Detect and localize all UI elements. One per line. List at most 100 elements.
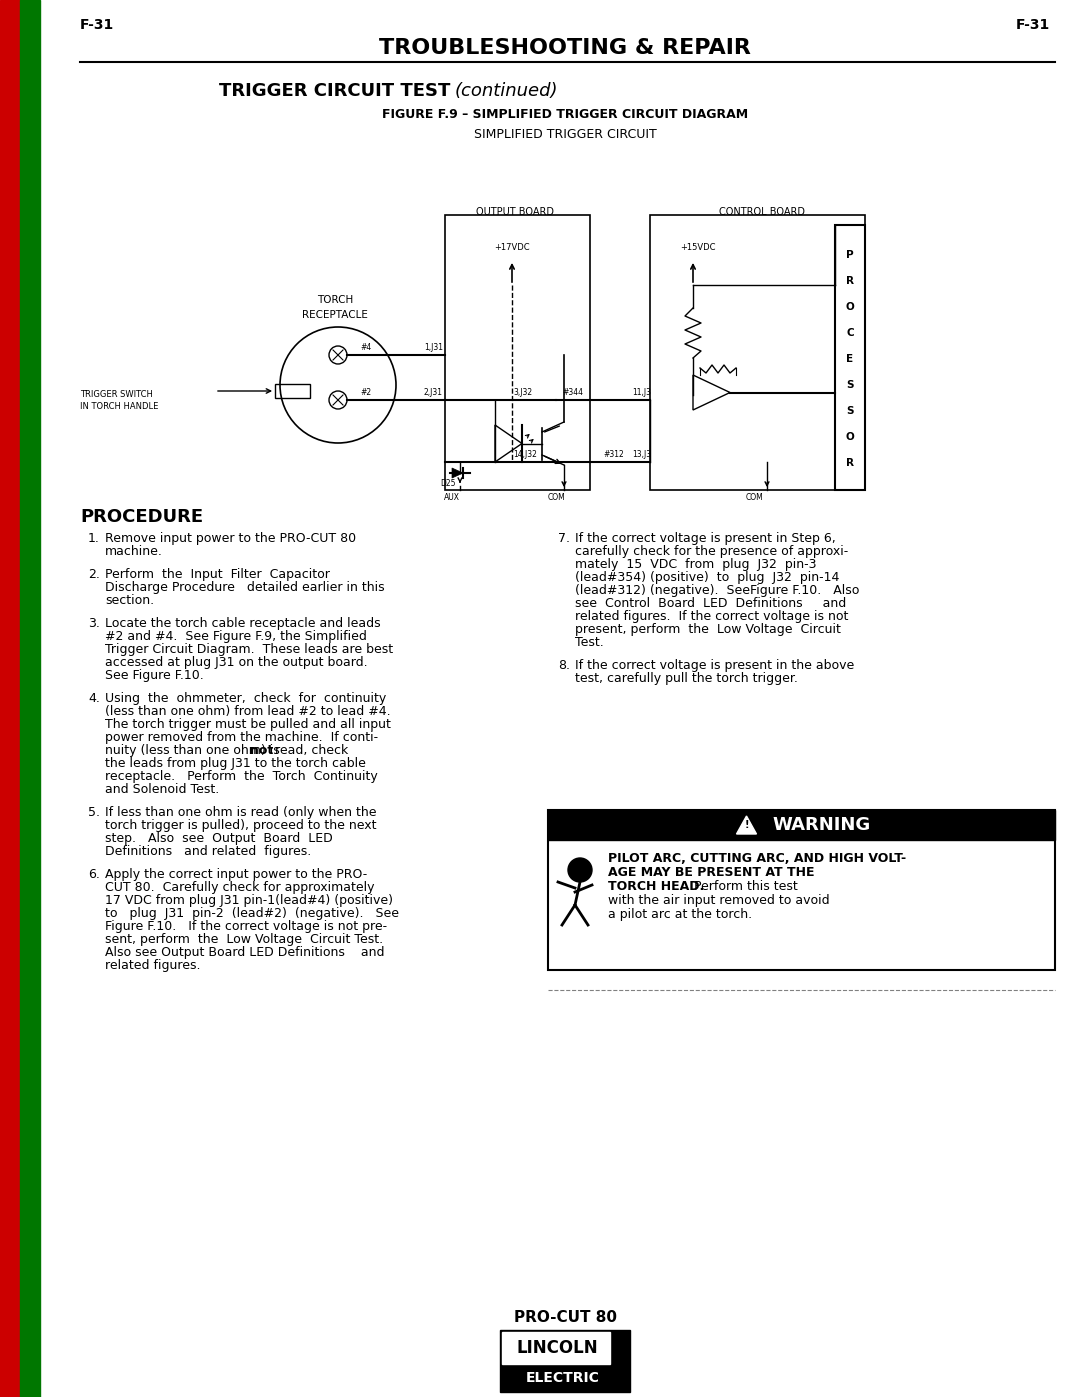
Text: sent, perform  the  Low Voltage  Circuit Test.: sent, perform the Low Voltage Circuit Te… <box>105 933 383 946</box>
Text: 7.: 7. <box>558 532 570 545</box>
Text: ®: ® <box>612 1334 620 1343</box>
Text: 3.: 3. <box>87 617 99 630</box>
Text: O: O <box>846 432 854 441</box>
Text: Apply the correct input power to the PRO-: Apply the correct input power to the PRO… <box>105 868 367 882</box>
Text: the leads from plug J31 to the torch cable: the leads from plug J31 to the torch cab… <box>105 757 366 770</box>
Text: Figure F.10.   If the correct voltage is not pre-: Figure F.10. If the correct voltage is n… <box>105 921 387 933</box>
Text: carefully check for the presence of approxi-: carefully check for the presence of appr… <box>575 545 848 557</box>
Bar <box>502 1331 610 1365</box>
Text: 17 VDC from plug J31 pin-1(lead#4) (positive): 17 VDC from plug J31 pin-1(lead#4) (posi… <box>105 894 393 907</box>
Text: with the air input removed to avoid: with the air input removed to avoid <box>608 894 829 907</box>
Text: TROUBLESHOOTING & REPAIR: TROUBLESHOOTING & REPAIR <box>379 38 751 59</box>
Text: Using  the  ohmmeter,  check  for  continuity: Using the ohmmeter, check for continuity <box>105 692 387 705</box>
Text: torch trigger is pulled), proceed to the next: torch trigger is pulled), proceed to the… <box>105 819 377 833</box>
Text: related figures.: related figures. <box>105 958 201 972</box>
Text: a pilot arc at the torch.: a pilot arc at the torch. <box>608 908 752 921</box>
Text: Return to Section TOC: Return to Section TOC <box>5 821 14 928</box>
Text: section.: section. <box>105 594 154 608</box>
Text: SIMPLIFIED TRIGGER CIRCUIT: SIMPLIFIED TRIGGER CIRCUIT <box>474 129 657 141</box>
Text: related figures.  If the correct voltage is not: related figures. If the correct voltage … <box>575 610 849 623</box>
Text: 13,J3: 13,J3 <box>632 450 651 460</box>
Text: S: S <box>847 380 854 390</box>
Text: see  Control  Board  LED  Definitions     and: see Control Board LED Definitions and <box>575 597 847 610</box>
Text: LINCOLN: LINCOLN <box>516 1340 598 1356</box>
Text: Return to Section TOC: Return to Section TOC <box>5 1172 14 1278</box>
Text: 8.: 8. <box>558 659 570 672</box>
Text: CUT 80.  Carefully check for approximately: CUT 80. Carefully check for approximatel… <box>105 882 375 894</box>
Text: Discharge Procedure   detailed earlier in this: Discharge Procedure detailed earlier in … <box>105 581 384 594</box>
Text: R: R <box>846 277 854 286</box>
Text: CONTROL BOARD: CONTROL BOARD <box>719 207 805 217</box>
Polygon shape <box>453 468 463 478</box>
Text: #4: #4 <box>360 344 372 352</box>
Text: FIGURE F.9 – SIMPLIFIED TRIGGER CIRCUIT DIAGRAM: FIGURE F.9 – SIMPLIFIED TRIGGER CIRCUIT … <box>382 108 748 122</box>
Text: O: O <box>846 302 854 312</box>
Text: The torch trigger must be pulled and all input: The torch trigger must be pulled and all… <box>105 718 391 731</box>
Text: COM: COM <box>746 493 764 502</box>
Text: (continued): (continued) <box>455 82 558 101</box>
Text: If the correct voltage is present in the above: If the correct voltage is present in the… <box>575 659 854 672</box>
Text: machine.: machine. <box>105 545 163 557</box>
Text: not: not <box>249 745 273 757</box>
Bar <box>500 1330 630 1391</box>
Text: IN TORCH HANDLE: IN TORCH HANDLE <box>80 402 159 411</box>
Text: Return to Section TOC: Return to Section TOC <box>5 122 14 228</box>
Text: Return to Master TOC: Return to Master TOC <box>26 1173 35 1277</box>
Text: F-31: F-31 <box>1016 18 1050 32</box>
Text: TRIGGER CIRCUIT TEST: TRIGGER CIRCUIT TEST <box>218 82 450 101</box>
Text: Return to Section TOC: Return to Section TOC <box>5 472 14 578</box>
Text: Return to Master TOC: Return to Master TOC <box>26 823 35 926</box>
Text: mately  15  VDC  from  plug  J32  pin-3: mately 15 VDC from plug J32 pin-3 <box>575 557 816 571</box>
Text: If the correct voltage is present in Step 6,: If the correct voltage is present in Ste… <box>575 532 836 545</box>
Text: See Figure F.10.: See Figure F.10. <box>105 669 204 682</box>
Bar <box>835 225 865 490</box>
Bar <box>548 810 1055 840</box>
Text: Definitions   and related  figures.: Definitions and related figures. <box>105 845 311 858</box>
Text: PRO-CUT 80: PRO-CUT 80 <box>513 1310 617 1324</box>
Text: #312: #312 <box>603 450 624 460</box>
Text: AUX: AUX <box>444 493 460 502</box>
Text: RECEPTACLE: RECEPTACLE <box>302 310 368 320</box>
Text: (lead#312) (negative).  SeeFigure F.10.   Also: (lead#312) (negative). SeeFigure F.10. A… <box>575 584 860 597</box>
Text: (lead#354) (positive)  to  plug  J32  pin-14: (lead#354) (positive) to plug J32 pin-14 <box>575 571 839 584</box>
Text: F-31: F-31 <box>80 18 114 32</box>
Text: Return to Master TOC: Return to Master TOC <box>26 474 35 577</box>
Text: Locate the torch cable receptacle and leads: Locate the torch cable receptacle and le… <box>105 617 380 630</box>
Text: C: C <box>847 328 854 338</box>
Text: S: S <box>847 407 854 416</box>
Text: ELECTRIC: ELECTRIC <box>526 1372 599 1386</box>
Text: test, carefully pull the torch trigger.: test, carefully pull the torch trigger. <box>575 672 798 685</box>
Text: Remove input power to the PRO-CUT 80: Remove input power to the PRO-CUT 80 <box>105 532 356 545</box>
Text: COM: COM <box>548 493 565 502</box>
Text: to   plug  J31  pin-2  (lead#2)  (negative).   See: to plug J31 pin-2 (lead#2) (negative). S… <box>105 907 399 921</box>
Text: AGE MAY BE PRESENT AT THE: AGE MAY BE PRESENT AT THE <box>608 866 814 879</box>
Text: PROCEDURE: PROCEDURE <box>80 509 203 527</box>
Text: P: P <box>847 250 854 260</box>
Text: Return to Master TOC: Return to Master TOC <box>26 123 35 226</box>
Bar <box>21 0 40 1397</box>
Text: OUTPUT BOARD: OUTPUT BOARD <box>476 207 554 217</box>
Text: 5.: 5. <box>87 806 100 819</box>
Text: 2,J31: 2,J31 <box>424 388 443 397</box>
Text: Perform this test: Perform this test <box>686 880 798 893</box>
Text: TORCH HEAD.: TORCH HEAD. <box>608 880 704 893</box>
Text: 1.: 1. <box>87 532 99 545</box>
Text: R: R <box>846 458 854 468</box>
Text: 2.: 2. <box>87 569 99 581</box>
Bar <box>445 215 590 490</box>
Text: 4.: 4. <box>87 692 99 705</box>
Text: #344: #344 <box>562 388 583 397</box>
Text: 1,J31: 1,J31 <box>424 344 443 352</box>
Bar <box>275 384 310 398</box>
Text: +17VDC: +17VDC <box>495 243 530 251</box>
Text: E: E <box>847 353 853 365</box>
Text: Perform  the  Input  Filter  Capacitor: Perform the Input Filter Capacitor <box>105 569 329 581</box>
Text: D25: D25 <box>440 479 456 488</box>
Text: 14,J32: 14,J32 <box>513 450 537 460</box>
Polygon shape <box>737 816 756 834</box>
Text: Also see Output Board LED Definitions    and: Also see Output Board LED Definitions an… <box>105 946 384 958</box>
Text: receptacle.   Perform  the  Torch  Continuity: receptacle. Perform the Torch Continuity <box>105 770 378 782</box>
Text: present, perform  the  Low Voltage  Circuit: present, perform the Low Voltage Circuit <box>575 623 841 636</box>
Text: Test.: Test. <box>575 636 604 650</box>
Bar <box>650 215 865 490</box>
